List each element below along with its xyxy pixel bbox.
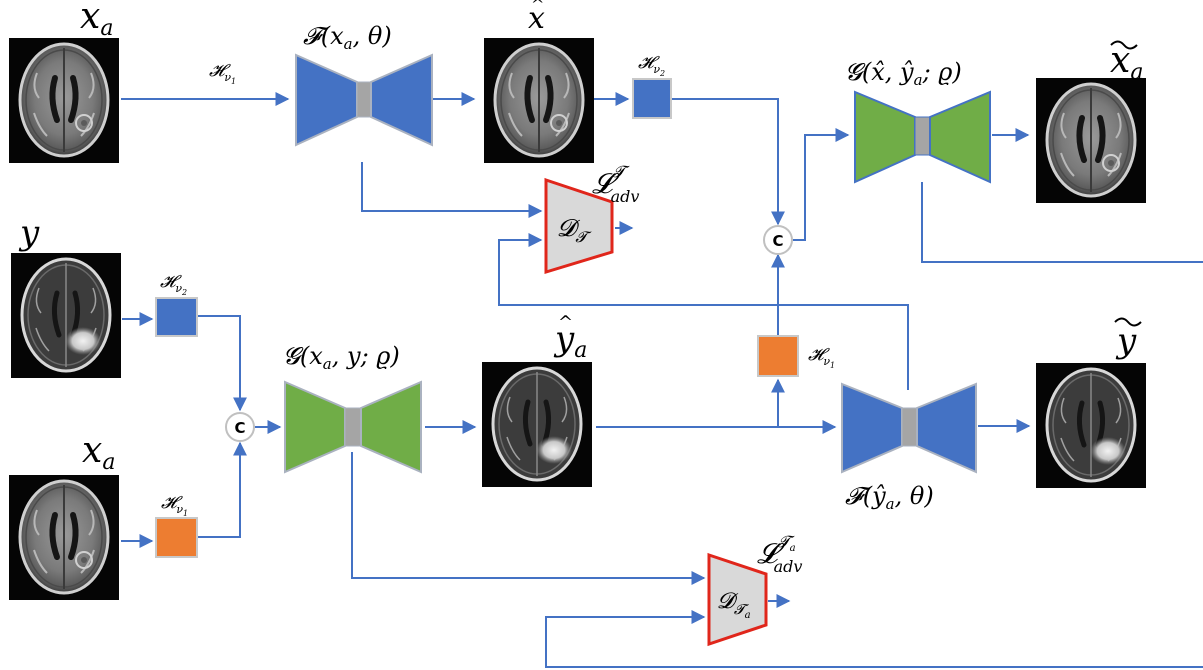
svg-text:𝓖(xa, y; ϱ): 𝓖(xa, y; ϱ) xyxy=(283,342,400,373)
mri-image-xtilde-a xyxy=(1036,78,1146,203)
generator-F-top xyxy=(295,53,433,147)
mri-image-ytilde xyxy=(1036,363,1146,488)
label-hnu1-left: 𝓗ν1 xyxy=(161,493,188,518)
generator-G-bottom xyxy=(284,380,422,474)
label-yhat-a: ya ^ xyxy=(553,312,587,363)
svg-text:^: ^ xyxy=(531,0,544,14)
discriminator-DT xyxy=(544,177,614,275)
concat-node-left-label: C xyxy=(234,419,245,437)
concat-node-top-label: C xyxy=(772,232,783,250)
arrow-F-to-DT xyxy=(361,162,543,218)
mri-image-y xyxy=(11,253,121,378)
arrow-hnu2-to-c xyxy=(672,98,785,226)
generator-G-top xyxy=(854,90,991,184)
label-y: y xyxy=(18,213,40,253)
label-loss-DTa: 𝓛𝓣a adv xyxy=(757,532,802,576)
label-hnu2-top: 𝓗ν2 xyxy=(638,53,665,78)
svg-text:𝓗ν2: 𝓗ν2 xyxy=(638,53,665,78)
concat-node-left: C xyxy=(225,412,255,442)
svg-text:𝓕(ŷa, θ): 𝓕(ŷa, θ) xyxy=(845,482,934,513)
arrow-c-to-G xyxy=(793,128,850,241)
svg-text:xa: xa xyxy=(82,430,115,475)
hash-block-hnu2-top xyxy=(632,78,672,119)
arrow-Fbottom-to-DT xyxy=(498,233,909,390)
label-hnu1-mid: 𝓗ν1 xyxy=(808,345,835,370)
label-hnu1-arrow: 𝓗ν1 xyxy=(209,61,236,86)
svg-text:𝓗ν1: 𝓗ν1 xyxy=(209,61,236,86)
label-xa-top: xa xyxy=(80,0,113,41)
concat-node-top: C xyxy=(763,225,793,255)
label-F-top: 𝓕(xa, θ) xyxy=(303,22,392,53)
label-G-top: 𝓖(x̂, ŷa; ϱ) xyxy=(845,58,962,89)
arrow-G-to-right xyxy=(921,182,1203,263)
mri-image-xa-bottom xyxy=(9,475,119,600)
label-ytilde: y xyxy=(1114,317,1142,361)
hash-block-hnu2-left xyxy=(155,297,198,337)
label-loss-DT: 𝓛𝓣 adv xyxy=(592,162,639,206)
svg-text:y: y xyxy=(1115,321,1137,361)
svg-text:^: ^ xyxy=(558,312,573,333)
hash-block-hnu1-mid xyxy=(757,335,799,377)
hash-block-hnu1-left xyxy=(155,517,198,558)
label-xa-bottom: xa xyxy=(82,430,115,475)
label-hnu2-left: 𝓗ν2 xyxy=(160,272,187,297)
arrow-hnu1-to-cleft xyxy=(197,441,247,538)
mri-image-xa-top xyxy=(9,38,119,163)
arrow-G-to-DTa xyxy=(351,452,706,585)
generator-F-bottom xyxy=(841,382,977,474)
discriminator-DTa xyxy=(707,552,768,647)
label-G-bottom: 𝓖(xa, y; ϱ) xyxy=(283,342,400,373)
svg-text:y: y xyxy=(18,213,40,253)
label-F-bottom: 𝓕(ŷa, θ) xyxy=(845,482,934,513)
label-xhat: x ^ xyxy=(528,0,545,36)
svg-text:𝓗ν1: 𝓗ν1 xyxy=(161,493,188,518)
svg-text:𝓕(xa, θ): 𝓕(xa, θ) xyxy=(303,22,392,53)
mri-image-yhat-a xyxy=(482,362,592,487)
svg-text:𝓗ν2: 𝓗ν2 xyxy=(160,272,187,297)
label-xtilde-a: xa xyxy=(1110,40,1143,85)
arrow-hnu2-to-cleft xyxy=(197,315,247,412)
svg-text:xa: xa xyxy=(80,0,113,41)
svg-text:𝓖(x̂, ŷa; ϱ): 𝓖(x̂, ŷa; ϱ) xyxy=(845,58,962,89)
svg-text:𝓗ν1: 𝓗ν1 xyxy=(808,345,835,370)
arrow-right-to-DTa xyxy=(545,610,1203,668)
svg-text:x: x xyxy=(528,1,545,36)
mri-image-xhat xyxy=(484,38,594,163)
connectors xyxy=(121,92,1203,668)
